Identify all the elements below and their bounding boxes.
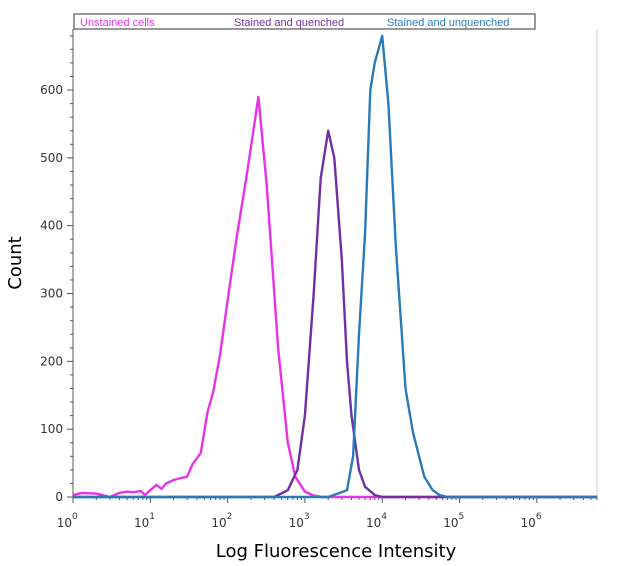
x-tick-label-base: 10 (289, 516, 304, 530)
x-tick-label-exponent: 1 (149, 512, 155, 522)
legend-entry: Stained and unquenched (387, 17, 509, 29)
x-tick-label: 10 5 (443, 512, 464, 530)
x-tick-label: 10 2 (211, 512, 232, 530)
legend: Unstained cells Stained and quenched Stain… (73, 13, 536, 30)
x-tick-label: 10 1 (134, 512, 155, 530)
x-tick-label: 10 6 (521, 512, 542, 530)
legend-entry: Unstained cells (80, 17, 155, 29)
x-tick-label-base: 10 (211, 516, 226, 530)
x-tick-label-exponent: 2 (227, 512, 233, 522)
x-tick-label: 10 3 (289, 512, 310, 530)
x-axis-title: Log Fluorescence Intensity (216, 541, 457, 562)
x-tick-label-exponent: 0 (72, 512, 78, 522)
y-tick-label: 400 (40, 219, 63, 233)
y-tick-label: 600 (40, 83, 63, 97)
y-axis-title: Count (5, 236, 26, 289)
x-tick-label-base: 10 (134, 516, 149, 530)
legend-box (73, 13, 536, 30)
y-tick-label: 100 (40, 422, 63, 436)
plot-frame (72, 29, 598, 498)
y-tick-label: 200 (40, 354, 63, 368)
x-tick-label-exponent: 3 (304, 512, 310, 522)
x-tick-label-base: 10 (366, 516, 381, 530)
y-tick-label: 0 (55, 490, 63, 504)
x-tick-label: 10 4 (366, 512, 387, 530)
x-axis: 10 0 10 1 10 2 10 3 10 4 10 5 10 6 (57, 497, 598, 530)
series-line-stained-and-quenched (73, 129, 597, 499)
x-tick-label-exponent: 4 (381, 512, 387, 522)
y-tick-label: 500 (40, 151, 63, 165)
series-lines (72, 34, 597, 499)
x-tick-label-exponent: 6 (536, 512, 542, 522)
x-tick-label-base: 10 (57, 516, 72, 530)
x-tick-label-exponent: 5 (459, 512, 465, 522)
series-line-stained-and-unquenched (73, 34, 597, 499)
legend-entry: Stained and quenched (234, 17, 344, 29)
x-tick-label-base: 10 (521, 516, 536, 530)
y-axis: 0 100 200 300 400 500 600 (40, 35, 73, 504)
y-tick-label: 300 (40, 287, 63, 301)
x-tick-label-base: 10 (443, 516, 458, 530)
x-tick-label: 10 0 (57, 512, 78, 530)
series-line-unstained-cells (72, 95, 597, 499)
